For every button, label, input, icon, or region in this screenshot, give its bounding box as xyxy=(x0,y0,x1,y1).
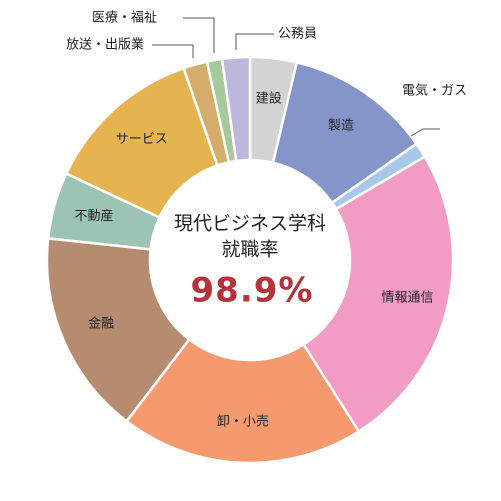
slice-label-5: 金融 xyxy=(88,315,114,331)
slice-5 xyxy=(45,236,191,423)
slice-label-7: サービス xyxy=(116,132,168,147)
leader-line-hoso-shuppan xyxy=(152,44,194,58)
slice-label-3: 情報通信 xyxy=(382,290,434,305)
outer-label-denki-gas: 電気・ガス xyxy=(402,83,467,99)
leader-line-koumuin xyxy=(235,33,274,50)
outer-label-iryo-fukushi: 医療・福祉 xyxy=(92,11,157,26)
slice-4 xyxy=(124,337,361,465)
slice-label-4: 卸・小売 xyxy=(217,413,269,429)
leader-line-iryo-fukushi xyxy=(183,17,215,53)
slice-3 xyxy=(301,154,455,434)
outer-label-koumuin: 公務員 xyxy=(278,27,317,42)
center-rate: 98.9% xyxy=(191,271,314,311)
outer-label-hoso-shuppan: 放送・出版業 xyxy=(66,37,144,53)
leader-line-denki-gas xyxy=(410,128,440,137)
center-title-line2: 就職率 xyxy=(221,239,278,261)
slice-label-6: 不動産 xyxy=(75,208,114,224)
center-title-line1: 現代ビジネス学科 xyxy=(174,213,326,235)
chart-slices xyxy=(45,55,455,465)
slice-label-1: 製造 xyxy=(328,119,354,134)
slice-10 xyxy=(220,55,252,163)
slice-label-0: 建設 xyxy=(256,91,282,107)
